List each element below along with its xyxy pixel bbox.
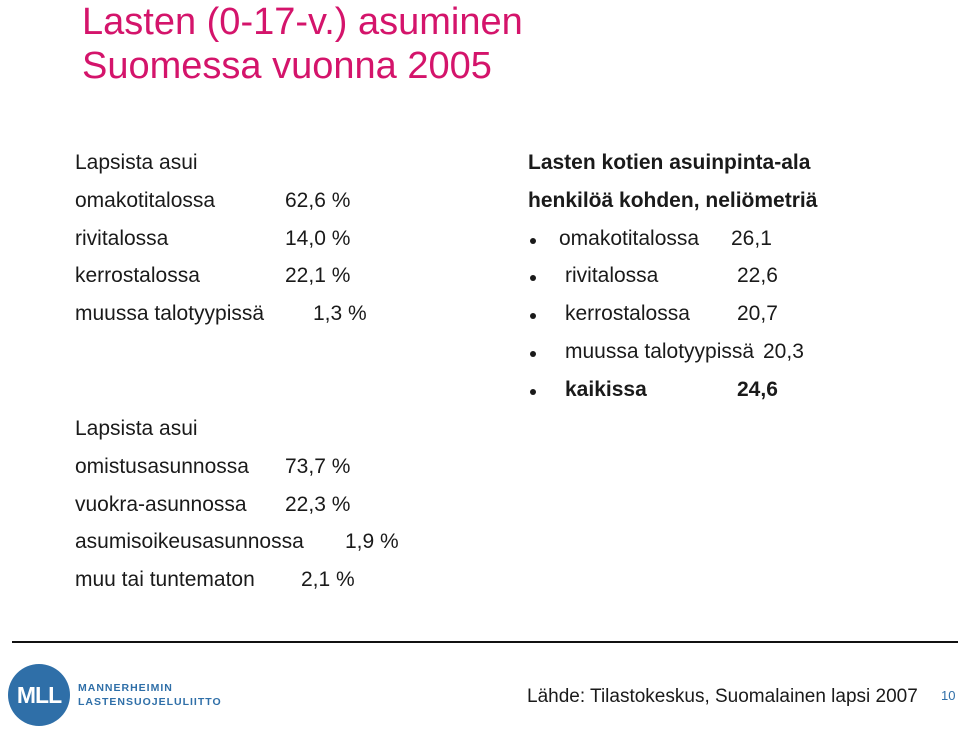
source-citation: Lähde: Tilastokeskus, Suomalainen lapsi … bbox=[527, 686, 918, 707]
item-value: 22,1 % bbox=[285, 264, 351, 288]
list-item: kerrostalossa 22,1 % bbox=[75, 257, 367, 295]
title-line-2: Suomessa vuonna 2005 bbox=[82, 45, 492, 87]
list-item: muussa talotyypissä 1,3 % bbox=[75, 295, 367, 333]
item-label: kerrostalossa bbox=[565, 302, 690, 326]
item-value: 62,6 % bbox=[285, 188, 351, 212]
item-value: 22,6 bbox=[737, 264, 778, 288]
item-value: 1,3 % bbox=[313, 302, 367, 326]
item-label: kerrostalossa bbox=[75, 264, 200, 288]
logo-circle: MLL bbox=[8, 664, 70, 726]
item-value: 14,0 % bbox=[285, 226, 351, 250]
item-value: 20,7 bbox=[737, 302, 778, 326]
list-item: omakotitalossa 62,6 % bbox=[75, 182, 367, 220]
item-label: omistusasunnossa bbox=[75, 454, 249, 478]
item-label: kaikissa bbox=[565, 377, 647, 401]
list-item: kerrostalossa 20,7 bbox=[528, 295, 817, 333]
item-value: 20,3 bbox=[763, 339, 804, 363]
floor-area-heading-line-1: Lasten kotien asuinpinta-ala bbox=[528, 151, 811, 174]
item-label: vuokra-asunnossa bbox=[75, 492, 247, 516]
tenure-list: Lapsista asui omistusasunnossa 73,7 % vuo… bbox=[75, 410, 399, 599]
list-item: rivitalossa 22,6 bbox=[528, 257, 817, 295]
logo-name-line-1: MANNERHEIMIN bbox=[78, 682, 173, 694]
list-item: asumisoikeusasunnossa 1,9 % bbox=[75, 523, 399, 561]
item-label: omakotitalossa bbox=[559, 226, 700, 250]
list-item: vuokra-asunnossa 22,3 % bbox=[75, 486, 399, 524]
item-value: 22,3 % bbox=[285, 492, 351, 516]
item-label: rivitalossa bbox=[75, 226, 169, 250]
item-label: asumisoikeusasunnossa bbox=[75, 530, 304, 554]
item-label: omakotitalossa bbox=[75, 188, 216, 212]
item-label: muussa talotyypissä bbox=[565, 339, 755, 363]
item-value: 2,1 % bbox=[301, 568, 355, 592]
housing-type-heading: Lapsista asui bbox=[75, 151, 198, 174]
list-item: omistusasunnossa 73,7 % bbox=[75, 448, 399, 486]
list-item: muu tai tuntematon 2,1 % bbox=[75, 561, 399, 599]
item-value: 1,9 % bbox=[345, 530, 399, 554]
floor-area-heading-line-2: henkilöä kohden, neliömetriä bbox=[528, 188, 818, 212]
tenure-heading: Lapsista asui bbox=[75, 417, 198, 440]
floor-area-list: Lasten kotien asuinpinta-ala henkilöä ko… bbox=[528, 144, 817, 409]
item-value: 73,7 % bbox=[285, 454, 351, 478]
slide-title: Lasten (0-17-v.) asuminen Suomessa vuonn… bbox=[82, 0, 523, 88]
list-item: rivitalossa 14,0 % bbox=[75, 220, 367, 258]
item-label: muu tai tuntematon bbox=[75, 568, 255, 592]
logo-wordmark: MANNERHEIMIN LASTENSUOJELULIITTO bbox=[78, 681, 222, 709]
item-label: rivitalossa bbox=[565, 264, 659, 288]
list-item: kaikissa 24,6 bbox=[528, 371, 817, 409]
item-value: 26,1 bbox=[731, 226, 772, 250]
item-value: 24,6 bbox=[737, 377, 778, 401]
item-label: muussa talotyypissä bbox=[75, 302, 265, 326]
list-item: muussa talotyypissä 20,3 bbox=[528, 333, 817, 371]
list-item: omakotitalossa 26,1 bbox=[528, 220, 817, 258]
page-number: 10 bbox=[941, 688, 956, 703]
housing-type-list: Lapsista asui omakotitalossa 62,6 % rivit… bbox=[75, 144, 367, 333]
mll-logo: MLL MANNERHEIMIN LASTENSUOJELULIITTO bbox=[8, 664, 221, 730]
footer-divider bbox=[12, 641, 958, 643]
logo-name-line-2: LASTENSUOJELULIITTO bbox=[78, 696, 222, 708]
title-line-1: Lasten (0-17-v.) asuminen bbox=[82, 1, 523, 43]
